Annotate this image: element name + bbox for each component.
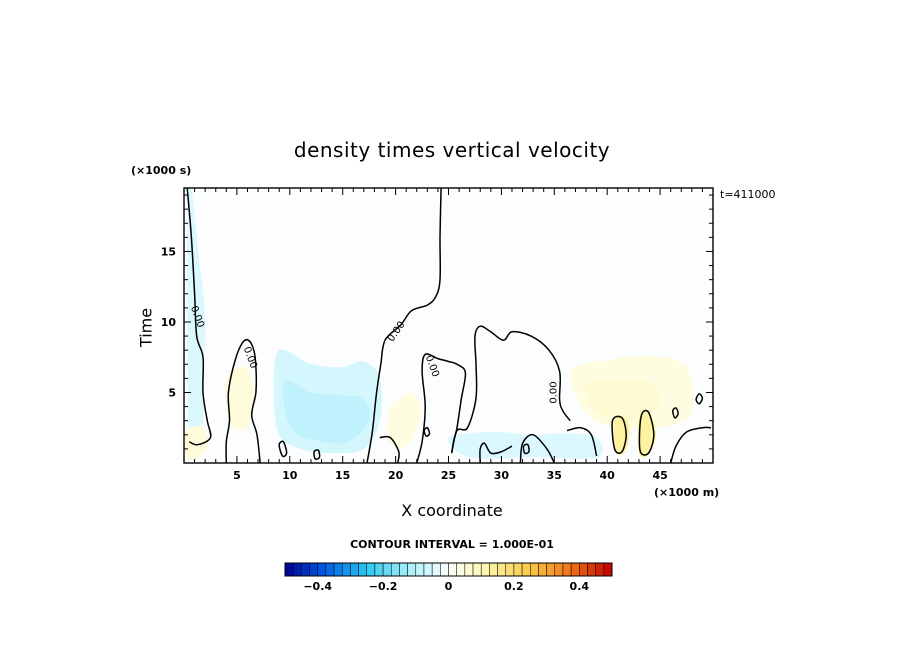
contour-value-label-4: 0.00 bbox=[548, 381, 559, 403]
colorbar-bin-9 bbox=[358, 562, 368, 577]
colorbar-tick-label-2: 0 bbox=[445, 580, 453, 593]
colorbar-bin-24 bbox=[480, 562, 490, 577]
colorbar-bin-20 bbox=[448, 562, 457, 577]
x-tick-label-25: 25 bbox=[441, 469, 456, 482]
zero-contour-14 bbox=[278, 440, 288, 458]
zero-contour-2 bbox=[225, 338, 261, 463]
colorbar-bin-3 bbox=[309, 562, 318, 577]
colorbar-bin-26 bbox=[497, 562, 506, 577]
colorbar-bin-0 bbox=[284, 562, 294, 577]
colorbar-bin-38 bbox=[595, 562, 605, 577]
x-tick-label-20: 20 bbox=[388, 469, 404, 482]
colorbar-bin-13 bbox=[391, 562, 400, 577]
shaded-region-5 bbox=[585, 378, 662, 422]
colorbar-bin-17 bbox=[423, 562, 433, 577]
x-tick-label-30: 30 bbox=[494, 469, 510, 482]
colorbar-bin-7 bbox=[341, 562, 351, 577]
zero-contour-8 bbox=[519, 433, 555, 463]
zero-contour-16 bbox=[522, 443, 530, 455]
x-tick-label-45: 45 bbox=[652, 469, 667, 482]
colorbar-bin-22 bbox=[464, 562, 474, 577]
colorbar-bin-31 bbox=[538, 562, 547, 577]
x-axis-label: X coordinate bbox=[401, 501, 503, 520]
colorbar-bin-18 bbox=[431, 562, 441, 577]
colorbar-bin-25 bbox=[489, 562, 498, 577]
colorbar-bin-12 bbox=[382, 562, 392, 577]
y-tick-label-10: 10 bbox=[161, 316, 177, 329]
colorbar-tick-label-1: −0.2 bbox=[369, 580, 398, 593]
x-tick-label-5: 5 bbox=[233, 469, 241, 482]
colorbar-bin-2 bbox=[301, 562, 310, 577]
zero-contour-13 bbox=[695, 393, 704, 405]
shaded-region-2 bbox=[283, 379, 371, 444]
zero-contour-10 bbox=[638, 409, 655, 456]
time-stamp-label: t=411000 bbox=[720, 188, 776, 201]
x-tick-label-35: 35 bbox=[547, 469, 562, 482]
x-tick-label-10: 10 bbox=[282, 469, 298, 482]
colorbar-bin-11 bbox=[374, 562, 384, 577]
zero-contour-7 bbox=[479, 442, 513, 463]
zero-contour-4 bbox=[450, 325, 571, 454]
colorbar-bin-28 bbox=[513, 562, 523, 577]
zero-contour-6 bbox=[379, 435, 400, 463]
colorbar-bin-29 bbox=[521, 562, 531, 577]
colorbar-tick-label-0: −0.4 bbox=[303, 580, 332, 593]
colorbar-bin-14 bbox=[399, 562, 408, 577]
colorbar-bin-23 bbox=[472, 562, 482, 577]
y-unit-label: (×1000 s) bbox=[131, 164, 192, 177]
zero-contour-17 bbox=[423, 426, 431, 438]
colorbar-bin-39 bbox=[603, 562, 613, 577]
zero-contour-5 bbox=[566, 426, 598, 457]
zero-contour-1 bbox=[366, 188, 442, 463]
x-unit-label: (×1000 m) bbox=[654, 486, 720, 499]
zero-contour-9 bbox=[611, 415, 627, 454]
colorbar-bin-33 bbox=[554, 562, 564, 577]
zero-contour-11 bbox=[669, 426, 711, 463]
colorbar-tick-label-3: 0.2 bbox=[504, 580, 524, 593]
colorbar-bin-10 bbox=[366, 562, 376, 577]
colorbar-bin-37 bbox=[587, 562, 596, 577]
zero-contour-0 bbox=[186, 188, 212, 446]
colorbar-frame bbox=[284, 562, 613, 577]
colorbar-bin-21 bbox=[456, 562, 466, 577]
colorbar-bin-30 bbox=[530, 562, 539, 577]
zero-contour-3 bbox=[416, 353, 467, 463]
x-tick-label-15: 15 bbox=[335, 469, 350, 482]
contour-interval-label: CONTOUR INTERVAL = 1.000E-01 bbox=[350, 538, 554, 551]
colorbar-bin-32 bbox=[546, 562, 556, 577]
colorbar-bin-4 bbox=[317, 562, 327, 577]
y-tick-label-15: 15 bbox=[161, 245, 176, 258]
zero-contour-12 bbox=[672, 407, 679, 419]
colorbar-bin-19 bbox=[440, 562, 449, 577]
colorbar-bin-35 bbox=[570, 562, 580, 577]
colorbar-tick-label-4: 0.4 bbox=[570, 580, 590, 593]
shaded-region-8 bbox=[184, 426, 208, 460]
colorbar-bin-27 bbox=[505, 562, 515, 577]
colorbar-bin-36 bbox=[579, 562, 588, 577]
chart-title: density times vertical velocity bbox=[293, 138, 611, 162]
zero-contour-15 bbox=[313, 449, 321, 460]
colorbar-bin-8 bbox=[350, 562, 359, 577]
colorbar-bin-16 bbox=[415, 562, 425, 577]
shaded-region-6 bbox=[225, 366, 254, 431]
colorbar-bin-5 bbox=[325, 562, 335, 577]
x-tick-label-40: 40 bbox=[600, 469, 616, 482]
shaded-region-7 bbox=[386, 392, 423, 448]
colorbar-bin-6 bbox=[333, 562, 343, 577]
colorbar-bin-1 bbox=[292, 562, 302, 577]
colorbar-bin-34 bbox=[562, 562, 572, 577]
colorbar-bin-15 bbox=[407, 562, 417, 577]
y-tick-label-5: 5 bbox=[168, 386, 176, 399]
